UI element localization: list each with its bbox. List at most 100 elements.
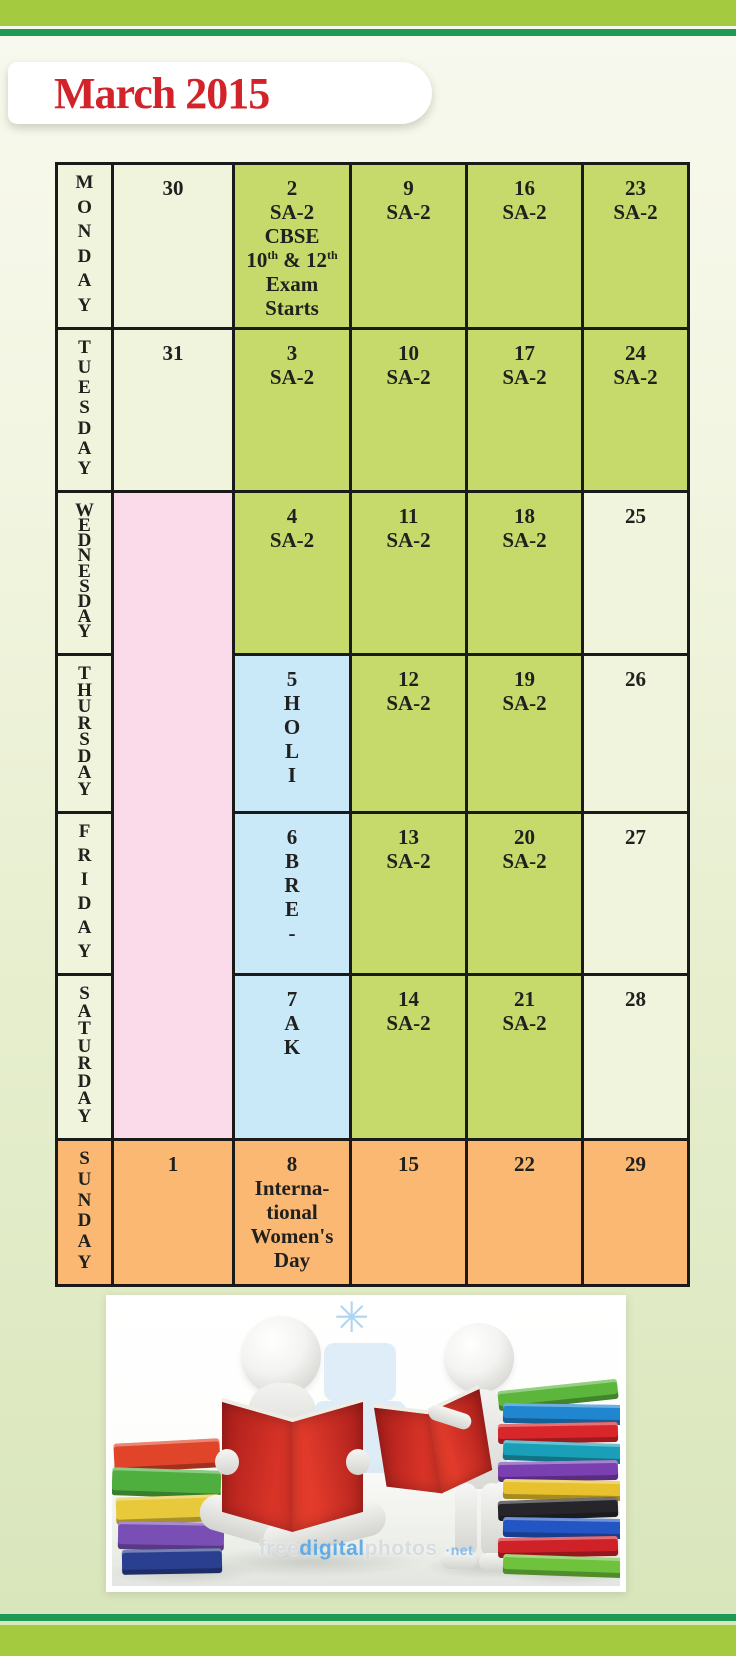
calendar-cell-4: 4 SA-2 xyxy=(232,490,352,656)
reading-illustration: ✳ xyxy=(106,1295,626,1592)
month-banner: March 2015 xyxy=(8,62,432,124)
figure-leg xyxy=(455,1483,477,1557)
calendar-cell-text: 3 SA-2 xyxy=(269,341,315,389)
calendar-cell-text: 14 SA-2 xyxy=(386,987,431,1035)
calendar-cell-21: 21 SA-2 xyxy=(465,973,584,1141)
day-letter: D xyxy=(77,530,92,552)
calendar-cell-17: 17 SA-2 xyxy=(465,327,584,493)
calendar-cell-text: 26 xyxy=(625,667,646,691)
day-letter: A xyxy=(77,917,92,938)
watermark-text: freedigitalphotos ·net xyxy=(112,1537,620,1561)
day-letter: Y xyxy=(77,778,92,800)
calendar-cell-9: 9 SA-2 xyxy=(349,162,468,330)
figure-leg xyxy=(481,1483,503,1557)
day-letter: A xyxy=(77,762,92,784)
calendar-row-monday: M O N D A Y 30 2 SA-2 CBSE 10th & 12th Exam Starts 9 S… xyxy=(55,162,690,330)
calendar-row-wednesday: W E D N E S D A Y 4 SA-2 11 SA-2 18 SA-2 25 xyxy=(55,490,690,1141)
calendar-row-sunday: S U N D A Y 1 8 Interna-tional Women's Day 15 22 29 xyxy=(55,1138,690,1287)
day-letter: N xyxy=(77,545,92,567)
calendar-cell-text: 9 SA-2 xyxy=(386,176,431,224)
calendar-cell-10: 10 SA-2 xyxy=(349,327,468,493)
sparkle-watermark-icon: ✳ xyxy=(334,1301,370,1342)
calendar-cell-8: 8 Interna-tional Women's Day xyxy=(232,1138,352,1287)
day-letter: Y xyxy=(77,1251,92,1273)
day-letter: A xyxy=(77,605,92,627)
day-letter: Y xyxy=(77,621,92,642)
calendar-cell-11: 11 SA-2 xyxy=(349,490,468,656)
figure-head xyxy=(241,1316,321,1396)
calendar-cell-text: 1 xyxy=(167,1152,179,1176)
calendar-cell-text: 28 xyxy=(625,987,646,1011)
calendar-cell-text xyxy=(114,493,232,504)
calendar-cell-text: 12 SA-2 xyxy=(386,667,431,715)
calendar-cell-3: 3 SA-2 xyxy=(232,327,352,493)
day-letter: Y xyxy=(77,941,92,962)
calendar-cell-31: 31 xyxy=(111,327,235,493)
figure-head xyxy=(444,1323,514,1393)
day-letter: S xyxy=(79,1148,90,1169)
calendar-cell-text: 21 SA-2 xyxy=(502,987,547,1035)
calendar-cell-text: 17 SA-2 xyxy=(502,341,547,389)
calendar-cell-text: 10 SA-2 xyxy=(386,341,431,389)
day-letter: E xyxy=(78,377,91,399)
watermark-net: ·net xyxy=(445,1542,474,1558)
figure-hand xyxy=(215,1449,239,1475)
day-letter: R xyxy=(77,712,92,734)
calendar-cell-1: 1 xyxy=(111,1138,235,1287)
calendar-cell-28: 28 xyxy=(581,973,690,1141)
day-letter: D xyxy=(77,417,92,439)
calendar-row-tuesday: T U E S D A Y 31 3 SA-2 10 SA-2 17 SA-2 24 SA-2 xyxy=(55,327,690,493)
day-letter: S xyxy=(79,397,90,419)
calendar-cell-empty xyxy=(111,490,235,1141)
day-letter: D xyxy=(77,893,92,914)
day-letter: A xyxy=(77,1088,92,1110)
calendar-cell-text: 24 SA-2 xyxy=(613,341,658,389)
day-letter: D xyxy=(77,245,92,267)
day-letter: A xyxy=(77,437,92,459)
day-letter: W xyxy=(75,500,94,521)
calendar-cell-text: 22 xyxy=(514,1152,535,1176)
day-letter: D xyxy=(77,1210,92,1232)
calendar-row-friday: F R I D A Y 6 B R E - 13 SA-2 20 SA-2 27 xyxy=(55,811,690,976)
calendar-cell-text: 15 xyxy=(398,1152,419,1176)
day-letter: M xyxy=(75,172,94,193)
calendar-cell-24: 24 SA-2 xyxy=(581,327,690,493)
calendar-cell-text: 23 SA-2 xyxy=(613,176,658,224)
day-letter: Y xyxy=(77,457,92,479)
day-letter: R xyxy=(77,1053,92,1075)
calendar-cell-text: 2 SA-2 CBSE 10th & 12th Exam Starts xyxy=(246,176,338,320)
calendar-cell-19: 19 SA-2 xyxy=(465,653,584,814)
calendar-cell-text: 25 xyxy=(625,504,646,528)
calendar-cell-text: 30 xyxy=(162,176,184,200)
day-letter: E xyxy=(78,560,91,582)
day-letter: T xyxy=(78,663,91,684)
day-letter: U xyxy=(77,357,92,379)
day-letter: N xyxy=(77,1189,92,1211)
calendar-cell-14: 14 SA-2 xyxy=(349,973,468,1141)
day-letter: T xyxy=(78,337,91,358)
day-letter: S xyxy=(79,983,90,1004)
calendar-row-thursday: T H U R S D A Y 5 H O L I 12 SA-2 19 SA-2 26 xyxy=(55,653,690,814)
day-letter: T xyxy=(78,1018,91,1040)
day-letter: O xyxy=(77,196,92,218)
top-bar xyxy=(0,0,736,26)
day-letter: E xyxy=(78,515,91,537)
open-book xyxy=(373,1384,511,1497)
day-letter: D xyxy=(77,590,92,612)
logo-watermark-blob xyxy=(324,1343,396,1401)
watermark-photos: photos xyxy=(364,1537,438,1560)
calendar-cell-23: 23 SA-2 xyxy=(581,162,690,330)
calendar-cell-text: 13 SA-2 xyxy=(386,825,431,873)
calendar-cell-25: 25 xyxy=(581,490,690,656)
day-letter: Y xyxy=(77,294,92,316)
figure-foot xyxy=(441,1551,477,1569)
